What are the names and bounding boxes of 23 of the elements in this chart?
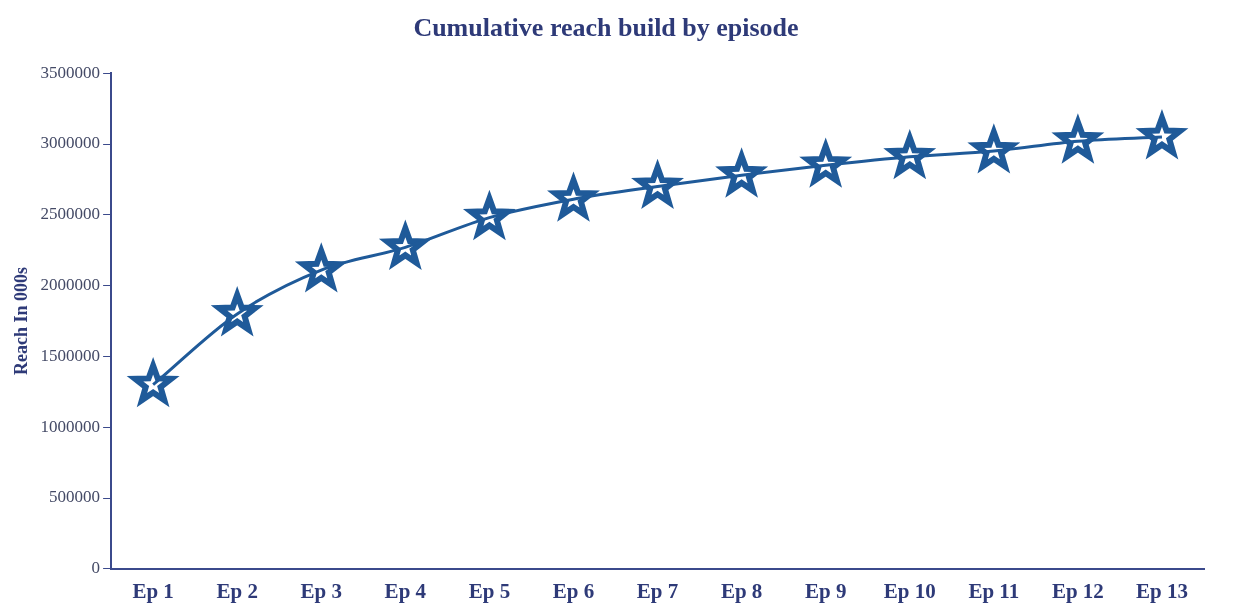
x-tick-label: Ep 9 [804,578,847,603]
x-tick-label: Ep 5 [468,578,511,603]
y-tick-label: 2000000 [40,275,101,295]
chart-title: Cumulative reach build by episode [413,13,799,43]
y-tick-label: 0 [91,558,101,578]
x-tick-label: Ep 11 [968,578,1020,603]
x-tick-label: Ep 3 [300,578,342,603]
x-tick-label: Ep 2 [216,578,258,603]
x-tick-label: Ep 4 [384,578,427,603]
x-tick-label: Ep 8 [720,578,763,603]
x-tick-label: Ep 10 [883,578,936,603]
y-tick-label: 500000 [49,487,101,507]
x-tick-label: Ep 1 [132,578,174,603]
y-tick-label: 3000000 [40,133,101,153]
y-tick-label: 3500000 [40,62,101,82]
y-tick-label: 1500000 [40,345,101,365]
x-tick-label: Ep 6 [552,578,595,603]
y-axis-title: Reach In 000s [11,266,32,376]
y-tick-label: 2500000 [40,204,101,224]
x-tick-label: Ep 13 [1136,578,1188,603]
x-tick-label: Ep 7 [636,578,679,603]
x-tick-label: Ep 12 [1051,578,1104,603]
y-tick-label: 1000000 [40,416,101,436]
